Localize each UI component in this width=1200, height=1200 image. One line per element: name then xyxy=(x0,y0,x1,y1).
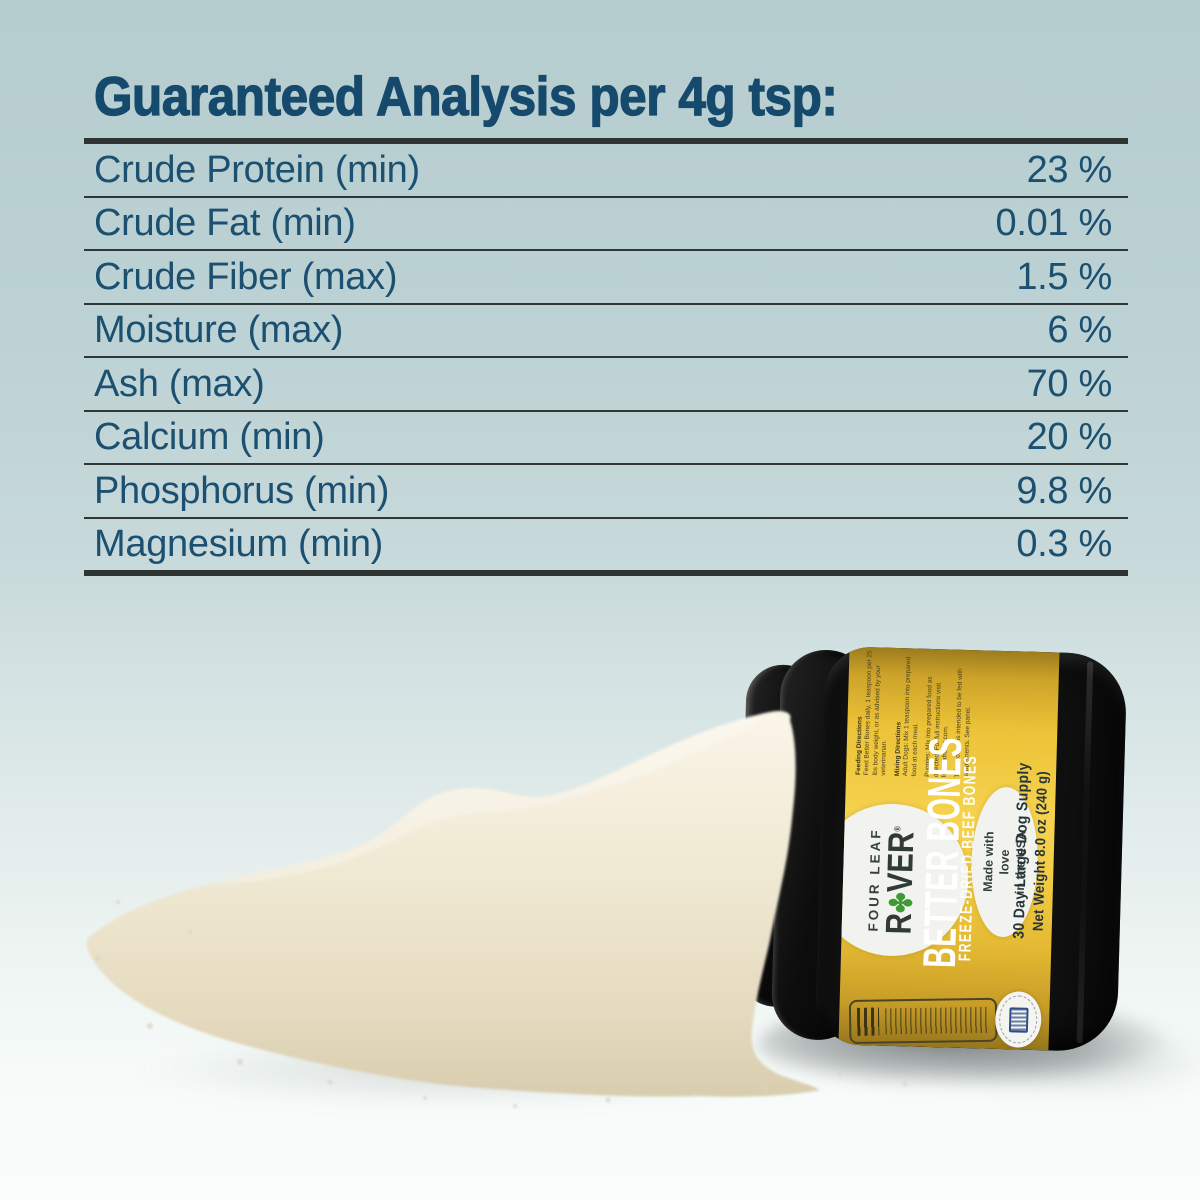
analysis-row-value: 0.01 % xyxy=(995,202,1112,245)
analysis-row-value: 0.3 % xyxy=(1016,523,1112,566)
analysis-row-value: 70 % xyxy=(1026,362,1113,405)
table-row: Moisture (max) 6 % xyxy=(84,305,1128,358)
analysis-row-value: 6 % xyxy=(1047,309,1112,352)
analysis-row-label: Magnesium (min) xyxy=(94,523,384,566)
analysis-row-value: 20 % xyxy=(1026,416,1113,459)
analysis-table: Crude Protein (min) 23 % Crude Fat (min)… xyxy=(84,138,1128,576)
analysis-row-value: 23 % xyxy=(1026,148,1113,191)
facts-heading-texture xyxy=(856,1007,880,1036)
analysis-row-label: Crude Fat (min) xyxy=(94,202,356,245)
table-row: Crude Fiber (max) 1.5 % xyxy=(84,251,1128,305)
table-row: Magnesium (min) 0.3 % xyxy=(84,519,1128,571)
page-title: Guaranteed Analysis per 4g tsp: xyxy=(93,64,838,127)
table-row: Phosphorus (min) 9.8 % xyxy=(84,465,1128,519)
analysis-row-label: Ash (max) xyxy=(94,362,265,405)
product-jar: Feeding Directions Feed Better Bones dail… xyxy=(736,642,1129,1055)
jar-label: Feeding Directions Feed Better Bones dail… xyxy=(838,646,1060,1051)
net-weight-text: Net Weight 8.0 oz (240 g) xyxy=(1030,770,1052,932)
seal-badge xyxy=(994,990,1043,1049)
guaranteed-analysis-panel: Guaranteed Analysis per 4g tsp: Crude Pr… xyxy=(84,64,1128,576)
jar-body: Feeding Directions Feed Better Bones dail… xyxy=(814,645,1128,1053)
analysis-row-value: 1.5 % xyxy=(1016,255,1112,298)
supplement-facts-box xyxy=(848,997,998,1045)
analysis-row-label: Moisture (max) xyxy=(94,309,344,352)
analysis-row-label: Crude Protein (min) xyxy=(94,148,420,191)
powder-shadow xyxy=(130,1034,790,1106)
table-row: Crude Fat (min) 0.01 % xyxy=(84,198,1128,251)
table-row: Crude Protein (min) 23 % xyxy=(84,144,1128,198)
analysis-row-label: Phosphorus (min) xyxy=(94,469,390,512)
facts-lines-texture xyxy=(884,1006,990,1035)
seal-icon xyxy=(1008,1006,1029,1033)
analysis-row-label: Crude Fiber (max) xyxy=(94,255,398,298)
table-row: Ash (max) 70 % xyxy=(84,358,1128,412)
analysis-row-label: Calcium (min) xyxy=(94,416,325,459)
analysis-row-value: 9.8 % xyxy=(1016,469,1112,512)
table-row: Calcium (min) 20 % xyxy=(84,412,1128,465)
